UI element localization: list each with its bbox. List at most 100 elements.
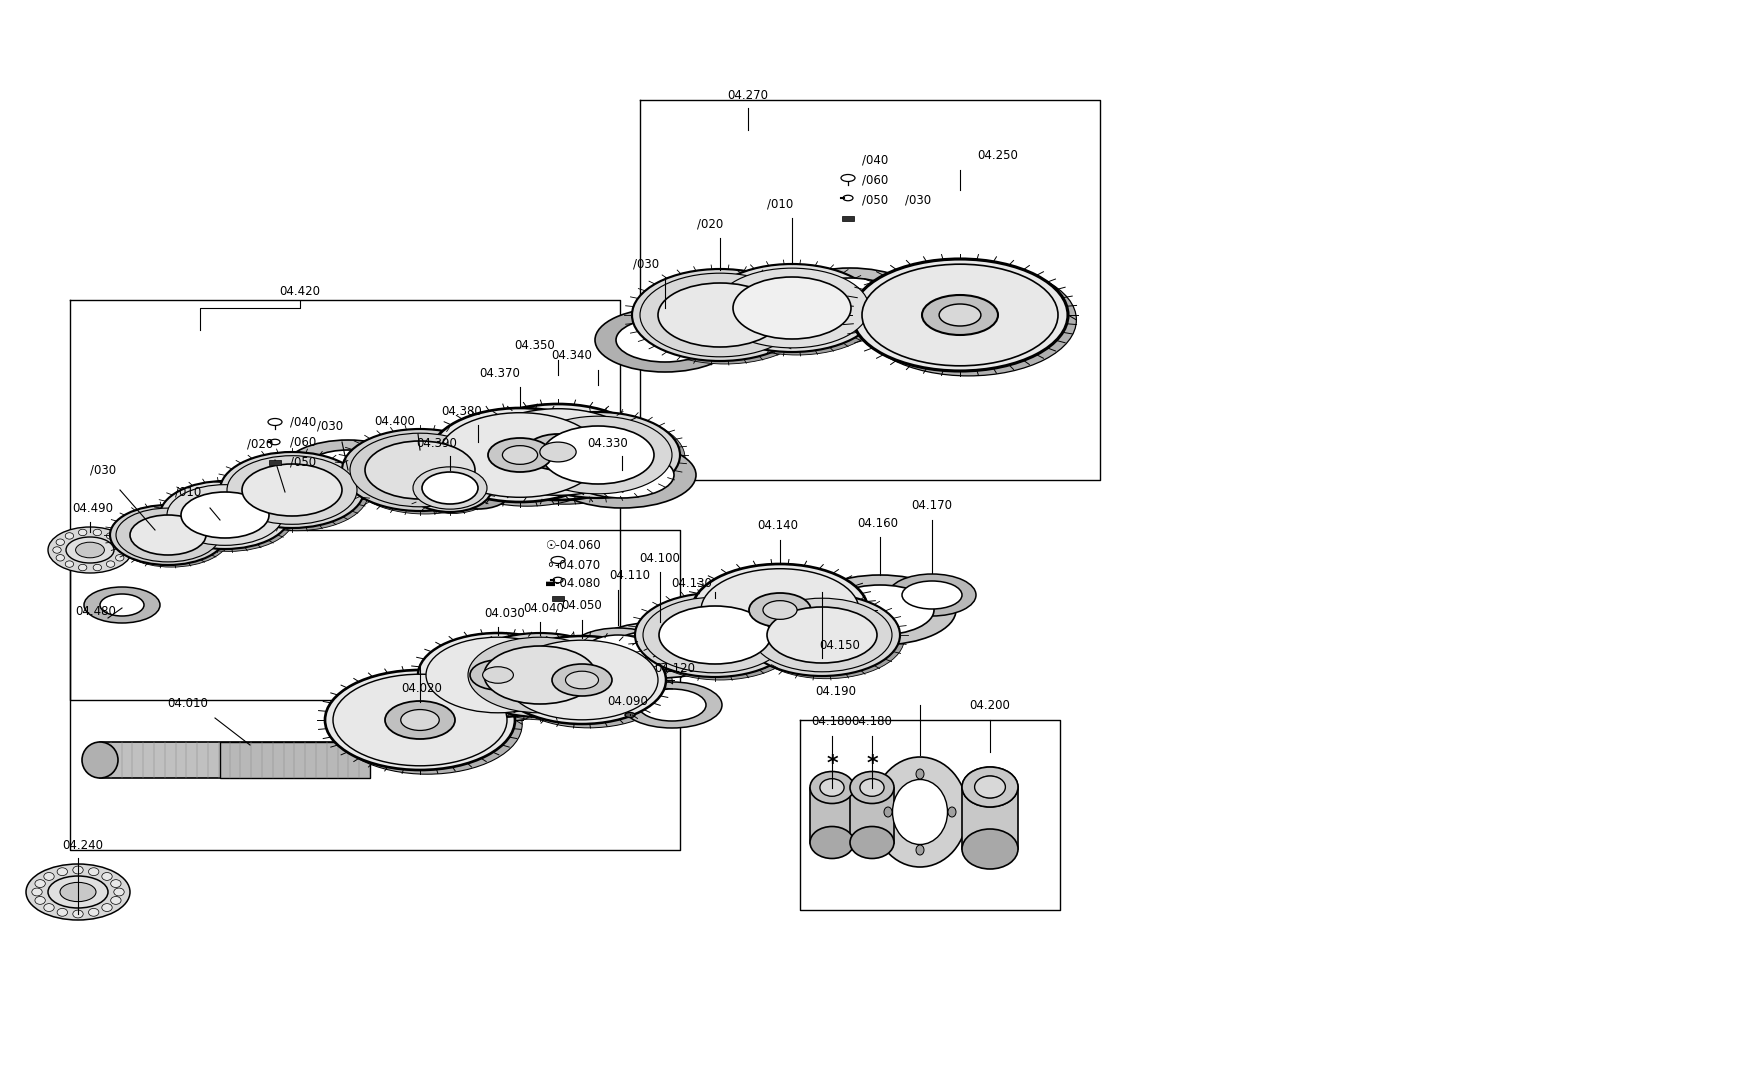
Ellipse shape <box>424 637 584 721</box>
Ellipse shape <box>332 674 522 775</box>
Ellipse shape <box>638 689 706 721</box>
Ellipse shape <box>160 482 290 549</box>
Ellipse shape <box>407 464 492 513</box>
Ellipse shape <box>962 829 1017 869</box>
Ellipse shape <box>35 880 45 887</box>
Ellipse shape <box>75 542 104 557</box>
Ellipse shape <box>489 649 600 707</box>
Ellipse shape <box>487 438 551 472</box>
Text: 04.370: 04.370 <box>480 367 520 380</box>
Ellipse shape <box>974 776 1005 798</box>
Ellipse shape <box>332 674 506 766</box>
Ellipse shape <box>115 554 123 561</box>
Ellipse shape <box>304 450 391 490</box>
Ellipse shape <box>73 866 83 874</box>
Ellipse shape <box>436 412 617 506</box>
Ellipse shape <box>803 575 955 645</box>
Ellipse shape <box>226 456 356 524</box>
Text: 04.120: 04.120 <box>654 662 696 675</box>
Ellipse shape <box>66 537 115 563</box>
Ellipse shape <box>570 628 666 672</box>
Text: /020: /020 <box>697 217 723 230</box>
Polygon shape <box>219 742 370 778</box>
Ellipse shape <box>657 282 781 347</box>
Ellipse shape <box>643 597 786 673</box>
Text: /030: /030 <box>316 419 343 432</box>
Ellipse shape <box>751 598 892 672</box>
Ellipse shape <box>624 692 635 698</box>
Ellipse shape <box>590 622 730 678</box>
Ellipse shape <box>181 492 270 538</box>
Ellipse shape <box>57 868 68 875</box>
Ellipse shape <box>810 826 854 858</box>
Ellipse shape <box>470 660 525 690</box>
Ellipse shape <box>325 670 515 770</box>
Ellipse shape <box>106 561 115 567</box>
Text: 04.180: 04.180 <box>850 715 892 728</box>
Ellipse shape <box>412 467 487 509</box>
Ellipse shape <box>551 664 612 696</box>
Ellipse shape <box>819 779 843 796</box>
Text: ☉-04.060: ☉-04.060 <box>544 538 600 551</box>
Text: 04.490: 04.490 <box>71 502 113 515</box>
Ellipse shape <box>770 610 882 666</box>
Ellipse shape <box>52 547 61 553</box>
Ellipse shape <box>64 561 73 567</box>
Ellipse shape <box>595 308 734 372</box>
Ellipse shape <box>565 671 598 689</box>
Ellipse shape <box>94 530 101 536</box>
Text: /060: /060 <box>861 173 887 186</box>
Text: ▬-04.080: ▬-04.080 <box>544 577 602 590</box>
Polygon shape <box>810 788 854 842</box>
Ellipse shape <box>82 742 118 778</box>
Ellipse shape <box>539 442 576 462</box>
Ellipse shape <box>659 606 770 664</box>
Polygon shape <box>962 788 1017 849</box>
Ellipse shape <box>624 713 635 718</box>
Ellipse shape <box>117 508 219 562</box>
Ellipse shape <box>438 413 600 498</box>
Text: 04.140: 04.140 <box>756 519 798 532</box>
Ellipse shape <box>810 771 854 804</box>
Text: 04.160: 04.160 <box>857 517 897 530</box>
Ellipse shape <box>850 771 894 804</box>
Ellipse shape <box>242 464 343 516</box>
Ellipse shape <box>861 264 1057 366</box>
Text: /030: /030 <box>90 463 117 476</box>
Ellipse shape <box>503 445 537 464</box>
Ellipse shape <box>89 908 99 916</box>
Ellipse shape <box>621 682 722 728</box>
Ellipse shape <box>89 868 99 875</box>
Ellipse shape <box>748 593 810 627</box>
Ellipse shape <box>417 633 577 717</box>
Ellipse shape <box>901 581 962 609</box>
Text: 04.030: 04.030 <box>485 607 525 620</box>
Ellipse shape <box>541 426 654 484</box>
Ellipse shape <box>73 911 83 918</box>
Text: 04.390: 04.390 <box>416 437 457 450</box>
Ellipse shape <box>915 845 923 855</box>
Ellipse shape <box>635 593 795 677</box>
Ellipse shape <box>715 269 868 348</box>
Ellipse shape <box>343 429 497 511</box>
Polygon shape <box>850 788 894 842</box>
Ellipse shape <box>852 259 1068 371</box>
Ellipse shape <box>430 408 610 502</box>
Ellipse shape <box>468 638 612 713</box>
Ellipse shape <box>699 568 875 660</box>
Ellipse shape <box>346 432 503 514</box>
Ellipse shape <box>466 404 650 500</box>
Ellipse shape <box>110 505 226 565</box>
Ellipse shape <box>664 609 776 667</box>
Polygon shape <box>447 445 508 495</box>
Ellipse shape <box>283 440 412 500</box>
Ellipse shape <box>826 585 934 635</box>
Text: 04.010: 04.010 <box>167 697 209 710</box>
Ellipse shape <box>939 304 981 326</box>
Ellipse shape <box>365 441 475 499</box>
Ellipse shape <box>247 467 346 519</box>
Ellipse shape <box>459 633 619 717</box>
Text: 04.380: 04.380 <box>442 406 482 418</box>
Text: /010: /010 <box>767 197 793 210</box>
Ellipse shape <box>748 597 904 678</box>
